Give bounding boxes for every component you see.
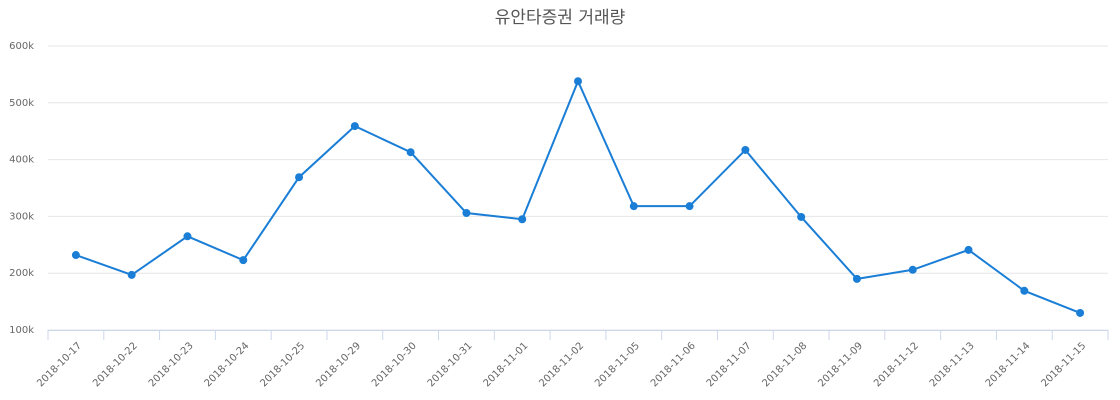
x-tick-label: 2018-10-23: [147, 340, 196, 389]
x-tick-label: 2018-11-15: [1039, 340, 1088, 389]
x-tick-label: 2018-10-30: [370, 340, 419, 389]
x-tick-label: 2018-11-08: [761, 340, 810, 389]
x-tick-label: 2018-11-14: [984, 340, 1033, 389]
chart-title: 유안타증권 거래량: [495, 8, 626, 28]
x-tick-label: 2018-10-22: [91, 340, 140, 389]
x-tick-label: 2018-10-31: [426, 340, 475, 389]
x-tick-label: 2018-11-01: [482, 340, 531, 389]
x-tick-label: 2018-11-07: [705, 340, 754, 389]
point: [908, 265, 917, 274]
point: [350, 122, 359, 131]
y-tick-label: 100k: [9, 325, 34, 336]
y-tick-label: 300k: [9, 211, 34, 222]
point: [1020, 286, 1029, 295]
x-tick-label: 2018-10-24: [203, 340, 252, 389]
line: [75, 78, 1081, 314]
y-tick-label: 200k: [9, 268, 34, 279]
point: [183, 232, 192, 241]
x-tick-label: 2018-11-09: [816, 340, 865, 389]
y-tick-label: 600k: [9, 41, 34, 52]
point: [406, 148, 415, 157]
y-tick-label: 400k: [9, 155, 34, 166]
point: [574, 77, 582, 86]
x-tick-label: 2018-11-02: [537, 340, 586, 389]
point: [239, 256, 248, 265]
point: [127, 270, 136, 279]
point: [797, 212, 806, 221]
point: [518, 215, 527, 224]
point: [685, 202, 694, 211]
x-tick-label: 2018-11-05: [593, 340, 642, 389]
x-tick-label: 2018-11-12: [872, 340, 921, 389]
x-tick-label: 2018-11-06: [649, 340, 698, 389]
x-tick-label: 2018-10-17: [35, 340, 84, 389]
point: [71, 251, 80, 260]
x-tick-label: 2018-10-25: [258, 340, 307, 389]
point: [741, 145, 750, 154]
point: [629, 202, 638, 211]
point: [295, 173, 304, 182]
y-tick-label: 500k: [9, 98, 34, 109]
x-tick-label: 2018-11-13: [928, 340, 977, 389]
point: [852, 274, 861, 283]
x-tick-label: 2018-10-29: [314, 340, 363, 389]
point: [1076, 308, 1085, 317]
point: [462, 208, 471, 217]
point: [964, 245, 973, 254]
